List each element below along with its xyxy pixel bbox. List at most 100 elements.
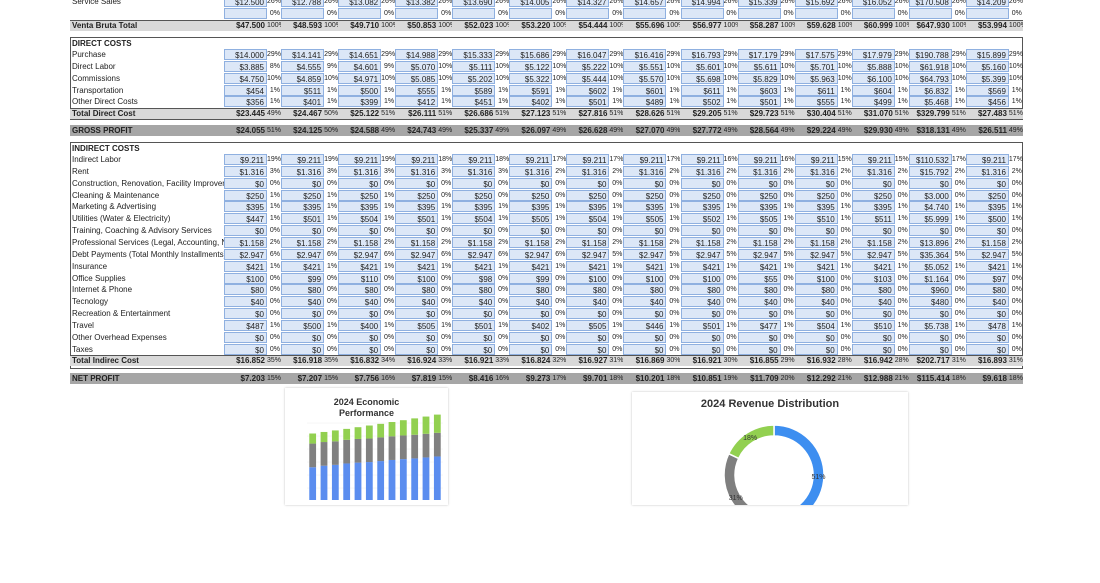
- cell-value: $1.158: [566, 236, 610, 248]
- cell-value: $1.316: [452, 165, 496, 177]
- cell-percent: 10%: [381, 74, 396, 82]
- cell-value: $0: [224, 343, 267, 355]
- cell-percent: 100%: [495, 21, 509, 29]
- cell-percent: 5%: [783, 250, 794, 258]
- cell-value: $395: [566, 201, 610, 213]
- cell-percent: 29%: [1008, 51, 1023, 58]
- cell-value: $9.211: [395, 154, 439, 165]
- cell-value: $5.601: [680, 60, 724, 72]
- cell-percent: 3%: [441, 167, 452, 175]
- cell-value: $31.070: [863, 109, 893, 119]
- cell-percent: 0%: [840, 286, 851, 294]
- cell-percent: 0%: [1011, 333, 1022, 341]
- cell-percent: 0%: [669, 227, 680, 235]
- cell-value: $99: [281, 272, 325, 284]
- cell-value: $250: [623, 189, 667, 201]
- cell-percent: 0%: [326, 345, 338, 353]
- cell-value: $501: [395, 213, 439, 225]
- cell-value: $16.893: [977, 356, 1007, 366]
- cell-value: $9.211: [965, 154, 1009, 165]
- cell-value: $412: [395, 96, 439, 108]
- cell-value: $0: [965, 343, 1009, 355]
- cell-value: $0: [794, 331, 838, 343]
- cell-value: $0: [908, 225, 952, 237]
- cell-value: $56.977: [692, 20, 722, 30]
- cell-value: $505: [395, 319, 439, 331]
- cell-value: $456: [965, 96, 1009, 108]
- cell-value: $0: [566, 225, 610, 237]
- cell-percent: 29%: [780, 357, 795, 365]
- cell-percent: 1%: [384, 98, 395, 106]
- cell-percent: 49%: [780, 127, 795, 134]
- cell-percent: 26%: [780, 0, 795, 5]
- cell-value: $504: [338, 213, 382, 225]
- cell-value: $421: [224, 260, 267, 272]
- cell-percent: 1%: [1011, 86, 1022, 94]
- cell-value: $50.853: [407, 20, 437, 30]
- cell-value: $0: [566, 343, 610, 355]
- cell-percent: 2%: [1011, 238, 1022, 246]
- cell-percent: 0%: [555, 227, 566, 235]
- cell-percent: 29%: [324, 51, 339, 58]
- cell-value: $569: [965, 84, 1009, 96]
- cell-value: $5.444: [566, 72, 610, 84]
- cell-value: $500: [338, 84, 382, 96]
- cell-percent: 10%: [951, 74, 966, 82]
- cell-value: $555: [395, 84, 439, 96]
- cell-percent: 10%: [894, 62, 909, 70]
- row-label: Other Direct Costs: [72, 97, 138, 107]
- cell-percent: 10%: [1008, 62, 1023, 70]
- cell-percent: 26%: [951, 0, 966, 5]
- cell-value: $421: [281, 260, 325, 272]
- chart-title: 2024 Economic Performance: [333, 397, 400, 418]
- cell-percent: 1%: [840, 203, 851, 211]
- cell-value: $0: [395, 225, 439, 237]
- cell-value: $250: [566, 189, 610, 201]
- cell-percent: 0%: [726, 333, 737, 341]
- cell-percent: 1%: [269, 321, 280, 329]
- cell-value: $27.123: [521, 109, 551, 119]
- bar-segment: [343, 439, 351, 464]
- cell-percent: 0%: [726, 298, 737, 306]
- cell-value: $0: [851, 331, 895, 343]
- bar-segment: [377, 423, 385, 438]
- cell-value: $24.125: [293, 126, 323, 135]
- cell-percent: 29%: [381, 51, 396, 58]
- cell-value: $501: [452, 319, 496, 331]
- cell-percent: 100%: [837, 21, 852, 29]
- cell-value: $16.832: [350, 356, 380, 366]
- cell-percent: 2%: [726, 167, 737, 175]
- cell-percent: 1%: [897, 86, 908, 94]
- cell-percent: 0%: [726, 286, 737, 294]
- cell-percent: 1%: [612, 98, 623, 106]
- bar-segment: [422, 457, 430, 500]
- cell-value: $100: [224, 272, 267, 284]
- cell-percent: 0%: [269, 274, 280, 282]
- cell-percent: 5%: [726, 250, 737, 258]
- cell-value: $30.404: [806, 109, 836, 119]
- cell-percent: 1%: [726, 203, 737, 211]
- cell-value: $15.339: [737, 0, 781, 7]
- cell-value: $64.793: [908, 72, 952, 84]
- cell-percent: 0%: [1011, 191, 1022, 199]
- cell-value: $80: [395, 284, 439, 296]
- cell-value: $0: [452, 343, 496, 355]
- cell-value: $3.000: [908, 189, 952, 201]
- cell-percent: 3%: [269, 167, 280, 175]
- cell-value: [338, 7, 382, 19]
- cell-percent: 0%: [326, 179, 338, 187]
- cell-value: $487: [224, 319, 267, 331]
- cell-percent: 1%: [783, 86, 794, 94]
- cell-percent: 1%: [954, 203, 965, 211]
- cell-value: $0: [851, 308, 895, 320]
- cell-value: $0: [509, 225, 553, 237]
- cell-percent: 1%: [269, 98, 280, 106]
- cell-value: $2.947: [281, 248, 325, 260]
- cell-value: $5.160: [965, 60, 1009, 72]
- cell-value: $1.316: [737, 165, 781, 177]
- cell-percent: 10%: [894, 74, 909, 82]
- data-label: 31%: [729, 495, 743, 502]
- cell-percent: 9%: [326, 62, 338, 70]
- cell-value: $395: [737, 201, 781, 213]
- cell-percent: 0%: [1011, 227, 1022, 235]
